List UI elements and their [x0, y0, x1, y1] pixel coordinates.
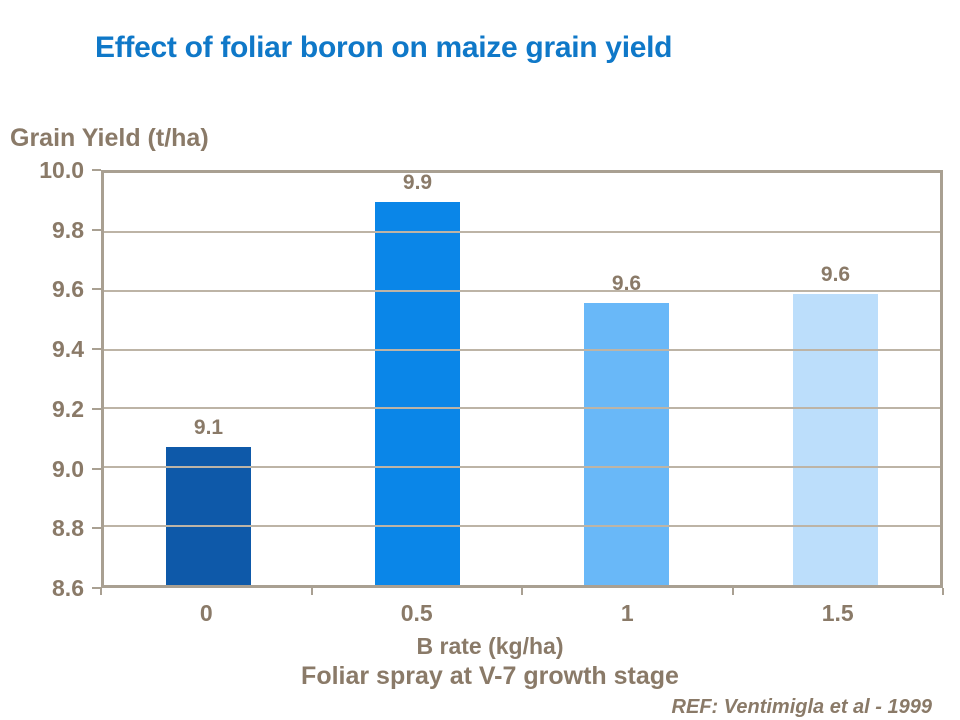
x-axis-title: B rate (kg/ha) [416, 633, 564, 659]
y-tick-label-9.0: 9.0 [52, 455, 84, 482]
x-tick-label-1: 1 [620, 600, 634, 626]
bar-series: 9.1 9.9 9.6 9.6 [104, 171, 940, 585]
y-axis-title: Grain Yield (t/ha) [10, 124, 209, 152]
x-tick-mark [100, 588, 102, 595]
gridline-9.4 [104, 348, 940, 351]
y-tick-mark [92, 288, 101, 291]
bar-slot-0: 9.1 [104, 173, 313, 585]
y-tick-label-8.8: 8.8 [52, 515, 84, 542]
y-tick-mark [92, 407, 101, 410]
y-tick-label-9.4: 9.4 [52, 336, 84, 363]
y-tick-mark [92, 467, 101, 470]
bar-1.5: 9.6 [793, 263, 878, 585]
y-tick-label-10.0: 10.0 [39, 157, 84, 183]
y-tick-label-9.8: 9.8 [52, 216, 84, 243]
y-axis-tick-marks [92, 169, 101, 589]
x-axis-tick-marks [100, 588, 944, 596]
y-axis-tick-labels: 10.0 9.8 9.6 9.4 9.2 9.0 8.8 8.6 [0, 158, 84, 600]
bar-slot-0.5: 9.9 [313, 171, 522, 585]
bar-value-label-0.5: 9.9 [402, 171, 433, 195]
bar-slot-1.5: 9.6 [731, 173, 940, 585]
plot-area: 9.1 9.9 9.6 9.6 [101, 170, 943, 588]
y-tick-mark [92, 348, 101, 351]
bar-0.5: 9.9 [375, 171, 460, 585]
x-tick-label-1.5: 1.5 [821, 600, 854, 626]
y-tick-mark [92, 527, 101, 530]
gridline-9.0 [104, 466, 940, 469]
gridline-9.8 [104, 230, 940, 233]
bar-slot-1: 9.6 [522, 173, 731, 585]
x-tick-mark [942, 588, 944, 595]
reference-note: REF: Ventimigla et al - 1999 [671, 696, 932, 718]
y-tick-mark [92, 587, 101, 589]
y-tick-mark [92, 228, 101, 231]
x-axis-subtitle: Foliar spray at V-7 growth stage [301, 662, 679, 690]
x-tick-mark [310, 588, 313, 595]
y-tick-mark [92, 169, 101, 171]
x-tick-mark [731, 588, 734, 595]
gridline-8.8 [104, 525, 940, 528]
y-tick-label-9.2: 9.2 [52, 395, 84, 422]
y-tick-label-9.6: 9.6 [52, 276, 84, 303]
x-tick-label-0: 0 [199, 600, 213, 626]
x-axis-tick-labels: 0 0.5 1 1.5 [101, 600, 943, 627]
bar-value-label-1.5: 9.6 [820, 262, 851, 286]
bar-value-label-0: 9.1 [193, 415, 224, 439]
bar-value-label-1: 9.6 [611, 271, 642, 295]
chart-title: Effect of foliar boron on maize grain yi… [95, 31, 673, 64]
gridline-9.2 [104, 407, 940, 410]
bar-1: 9.6 [584, 272, 669, 585]
gridline-9.6 [104, 289, 940, 292]
x-tick-mark [521, 588, 523, 595]
bar-0: 9.1 [166, 416, 251, 585]
x-tick-label-0.5: 0.5 [400, 600, 433, 626]
y-tick-label-8.6: 8.6 [52, 575, 84, 601]
